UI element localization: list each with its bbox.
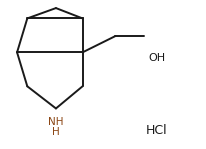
Text: H: H bbox=[52, 127, 60, 137]
Text: NH: NH bbox=[48, 117, 64, 127]
Text: OH: OH bbox=[148, 53, 165, 63]
Text: HCl: HCl bbox=[145, 124, 167, 137]
